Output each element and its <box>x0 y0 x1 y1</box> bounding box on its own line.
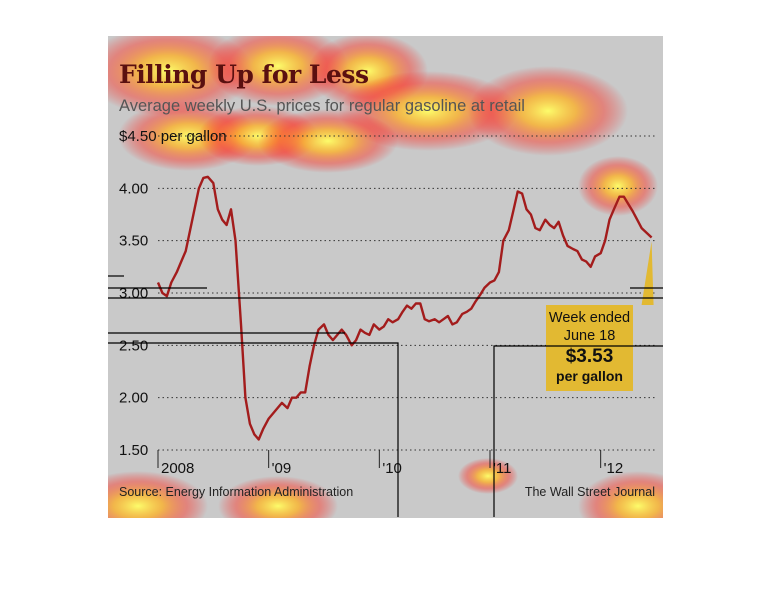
heat-spot <box>258 109 398 173</box>
y-tick-label: 2.50 <box>119 337 148 354</box>
latest-price-callout: Week ended June 18 $3.53 per gallon <box>546 305 633 391</box>
y-tick-label: 4.00 <box>119 180 148 197</box>
chart-panel: Filling Up for Less Average weekly U.S. … <box>108 36 663 518</box>
price-series-line <box>156 175 653 441</box>
x-tick-label: '11 <box>493 460 511 477</box>
heat-spot <box>208 36 348 106</box>
y-tick-label: 2.00 <box>119 390 148 407</box>
chart-subtitle: Average weekly U.S. prices for regular g… <box>119 97 525 115</box>
heat-spot <box>578 156 658 216</box>
x-tick-label: '10 <box>382 460 402 477</box>
x-tick-label: 2008 <box>161 460 194 477</box>
y-tick-label: 1.50 <box>119 442 148 459</box>
y-tick-label: 3.50 <box>119 233 148 250</box>
line-chart: $4.50 per gallon 4.00 3.50 3.00 2.50 2.00 1.50… <box>119 128 656 477</box>
x-tick-label: '12 <box>604 460 624 477</box>
callout-value: $3.53 <box>565 346 614 367</box>
chart-title: Filling Up for Less <box>119 60 369 89</box>
publisher-credit: The Wall Street Journal <box>524 485 655 499</box>
source-note: Source: Energy Information Administratio… <box>119 485 354 499</box>
heat-spot <box>468 66 628 156</box>
callout-pointer <box>641 241 654 305</box>
y-tick-label: 3.00 <box>119 285 148 302</box>
y-tick-label: $4.50 per gallon <box>119 128 227 145</box>
callout-date: June 18 <box>563 328 616 344</box>
x-tick-label: '09 <box>272 460 292 477</box>
callout-week-label: Week ended <box>548 310 631 326</box>
callout-unit: per gallon <box>556 368 623 384</box>
